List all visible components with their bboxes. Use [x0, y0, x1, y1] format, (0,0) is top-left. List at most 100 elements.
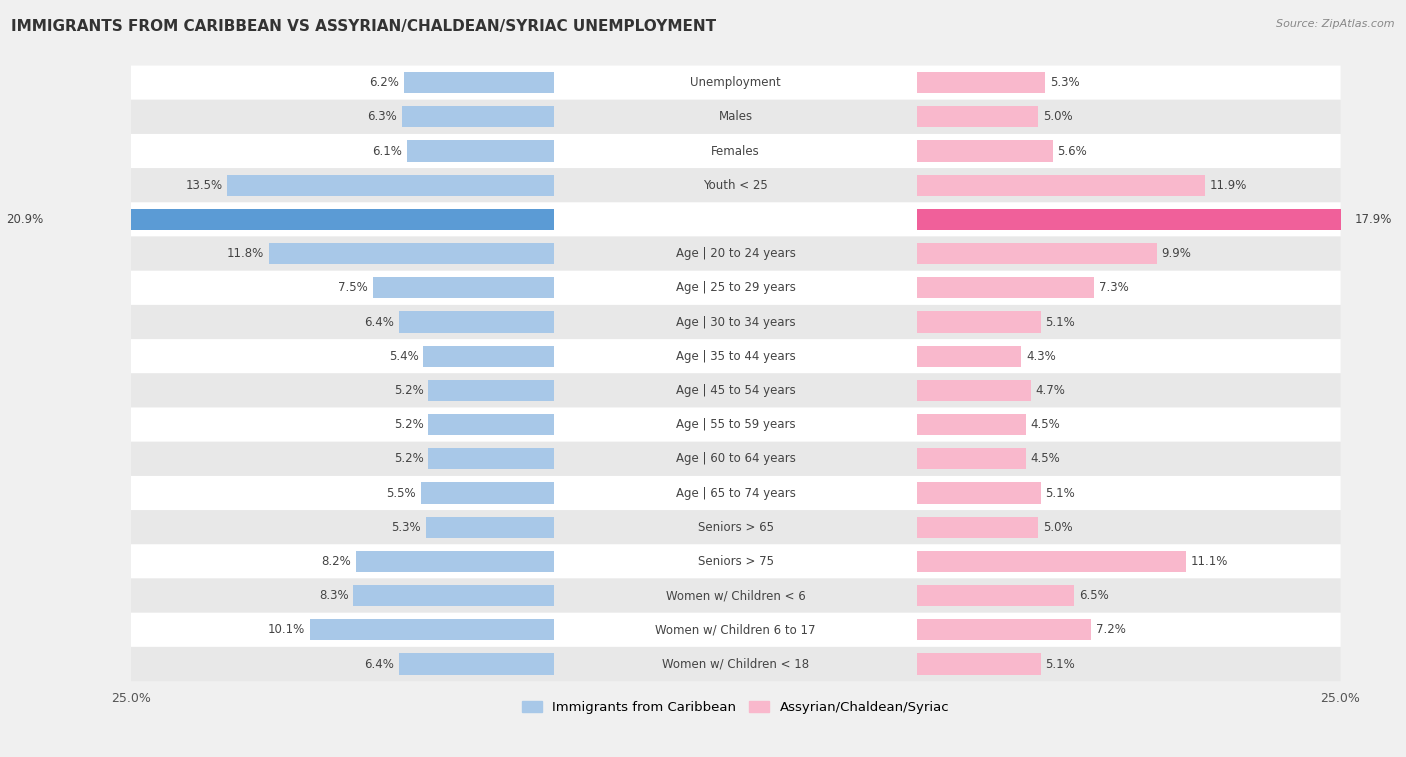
Bar [917, 311, 1040, 332]
Bar [269, 243, 554, 264]
Text: Seniors > 65: Seniors > 65 [697, 521, 773, 534]
Text: Males: Males [718, 111, 752, 123]
Text: 8.3%: 8.3% [319, 589, 349, 602]
FancyBboxPatch shape [131, 66, 1340, 100]
FancyBboxPatch shape [131, 373, 1340, 407]
Bar [917, 243, 1157, 264]
Bar [917, 551, 1185, 572]
Text: 7.2%: 7.2% [1097, 623, 1126, 637]
Bar [423, 346, 554, 367]
Text: Women w/ Children < 6: Women w/ Children < 6 [666, 589, 806, 602]
Bar [353, 585, 554, 606]
Text: 5.1%: 5.1% [1045, 658, 1076, 671]
Text: 9.9%: 9.9% [1161, 247, 1191, 260]
Text: Age | 35 to 44 years: Age | 35 to 44 years [676, 350, 796, 363]
Legend: Immigrants from Caribbean, Assyrian/Chaldean/Syriac: Immigrants from Caribbean, Assyrian/Chal… [522, 701, 949, 714]
Bar [426, 516, 554, 537]
Text: 7.5%: 7.5% [337, 282, 368, 294]
Bar [917, 106, 1038, 127]
Text: Youth < 25: Youth < 25 [703, 179, 768, 192]
FancyBboxPatch shape [131, 407, 1340, 442]
Bar [917, 653, 1040, 674]
Text: 8.2%: 8.2% [321, 555, 352, 568]
Text: Age | 60 to 64 years: Age | 60 to 64 years [676, 453, 796, 466]
Text: Age | 20 to 24 years: Age | 20 to 24 years [676, 247, 796, 260]
FancyBboxPatch shape [131, 168, 1340, 202]
Bar [429, 414, 554, 435]
Text: 5.4%: 5.4% [389, 350, 419, 363]
Text: Age | 25 to 29 years: Age | 25 to 29 years [676, 282, 796, 294]
Bar [917, 414, 1026, 435]
Text: 5.2%: 5.2% [394, 453, 423, 466]
Bar [917, 380, 1031, 401]
FancyBboxPatch shape [131, 647, 1340, 681]
Text: 4.5%: 4.5% [1031, 418, 1060, 431]
Text: 10.1%: 10.1% [267, 623, 305, 637]
Bar [48, 209, 554, 230]
Text: 6.2%: 6.2% [370, 76, 399, 89]
Bar [917, 448, 1026, 469]
FancyBboxPatch shape [131, 442, 1340, 476]
Text: 7.3%: 7.3% [1098, 282, 1129, 294]
Bar [917, 482, 1040, 503]
FancyBboxPatch shape [131, 339, 1340, 373]
Bar [429, 448, 554, 469]
Bar [406, 141, 554, 162]
Text: 6.1%: 6.1% [371, 145, 402, 157]
Bar [420, 482, 554, 503]
Text: Age | 45 to 54 years: Age | 45 to 54 years [676, 384, 796, 397]
Text: Unemployment: Unemployment [690, 76, 780, 89]
Text: Seniors > 75: Seniors > 75 [697, 555, 773, 568]
Bar [399, 311, 554, 332]
Bar [402, 106, 554, 127]
Text: 4.5%: 4.5% [1031, 453, 1060, 466]
FancyBboxPatch shape [131, 202, 1340, 236]
Text: 5.2%: 5.2% [394, 384, 423, 397]
Bar [917, 516, 1038, 537]
FancyBboxPatch shape [131, 134, 1340, 168]
Text: 5.0%: 5.0% [1043, 521, 1073, 534]
Text: 5.1%: 5.1% [1045, 316, 1076, 329]
Text: 5.2%: 5.2% [394, 418, 423, 431]
Text: Women w/ Children 6 to 17: Women w/ Children 6 to 17 [655, 623, 815, 637]
Text: 20.9%: 20.9% [7, 213, 44, 226]
Text: Age | 55 to 59 years: Age | 55 to 59 years [676, 418, 796, 431]
Text: 6.3%: 6.3% [367, 111, 396, 123]
Text: 6.4%: 6.4% [364, 316, 395, 329]
Text: 17.9%: 17.9% [1355, 213, 1392, 226]
Text: 6.4%: 6.4% [364, 658, 395, 671]
Text: Age | 30 to 34 years: Age | 30 to 34 years [676, 316, 796, 329]
FancyBboxPatch shape [131, 544, 1340, 578]
Bar [917, 346, 1021, 367]
Bar [228, 175, 554, 196]
Text: 4.3%: 4.3% [1026, 350, 1056, 363]
Bar [429, 380, 554, 401]
FancyBboxPatch shape [131, 100, 1340, 134]
Text: 11.9%: 11.9% [1211, 179, 1247, 192]
Bar [917, 277, 1094, 298]
Bar [917, 209, 1350, 230]
Bar [399, 653, 554, 674]
FancyBboxPatch shape [131, 271, 1340, 305]
Text: 4.7%: 4.7% [1036, 384, 1066, 397]
Text: Age | 16 to 19 years: Age | 16 to 19 years [676, 213, 796, 226]
FancyBboxPatch shape [131, 510, 1340, 544]
Bar [917, 585, 1074, 606]
Text: 13.5%: 13.5% [186, 179, 222, 192]
Text: 5.3%: 5.3% [391, 521, 420, 534]
Bar [917, 619, 1091, 640]
Text: 11.1%: 11.1% [1191, 555, 1227, 568]
Bar [917, 141, 1053, 162]
FancyBboxPatch shape [131, 578, 1340, 612]
Text: 5.6%: 5.6% [1057, 145, 1087, 157]
Text: Females: Females [711, 145, 761, 157]
Text: 5.0%: 5.0% [1043, 111, 1073, 123]
Text: 6.5%: 6.5% [1080, 589, 1109, 602]
Text: Source: ZipAtlas.com: Source: ZipAtlas.com [1277, 19, 1395, 29]
Text: 11.8%: 11.8% [226, 247, 264, 260]
Bar [356, 551, 554, 572]
Text: 5.1%: 5.1% [1045, 487, 1076, 500]
FancyBboxPatch shape [131, 476, 1340, 510]
FancyBboxPatch shape [131, 612, 1340, 647]
Bar [309, 619, 554, 640]
